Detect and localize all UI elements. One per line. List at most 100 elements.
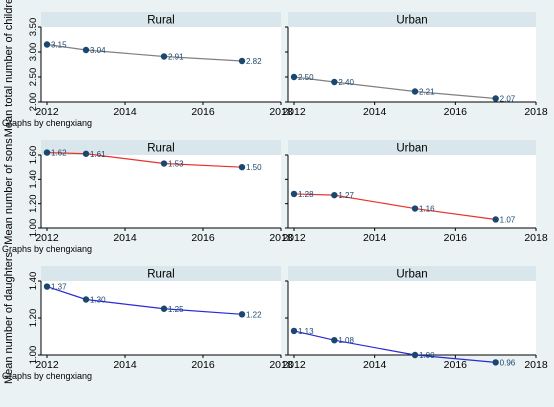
plot-area — [41, 155, 281, 228]
plot-area — [288, 27, 536, 102]
panel-title: Rural — [147, 269, 174, 281]
data-point — [411, 88, 419, 95]
y-tick-label: 2.50 — [28, 68, 39, 87]
data-point — [160, 53, 168, 60]
data-point — [331, 191, 338, 199]
data-label: 3.15 — [51, 41, 67, 50]
x-tick-label: 2016 — [444, 232, 468, 244]
panel-title: Urban — [396, 15, 427, 27]
data-label: 2.40 — [338, 78, 354, 87]
plot-area — [288, 155, 536, 228]
data-label: 2.82 — [246, 57, 262, 66]
data-label: 1.00 — [419, 351, 435, 360]
series-line — [293, 193, 496, 221]
y-tick-label: 1.20 — [28, 194, 39, 213]
data-point — [411, 205, 419, 212]
y-tick-label: 1.00 — [28, 346, 39, 365]
plot-area — [41, 27, 281, 102]
data-point — [492, 216, 499, 223]
graph-note: Graphs by chengxiang — [2, 118, 92, 128]
data-point — [82, 150, 90, 157]
data-label: 0.96 — [500, 358, 516, 367]
x-tick-label: 2014 — [113, 359, 137, 371]
data-point — [43, 149, 51, 156]
data-label: 1.53 — [168, 160, 184, 169]
data-point — [238, 57, 246, 65]
data-point — [238, 163, 246, 171]
data-label: 2.91 — [168, 53, 184, 62]
panel-header-rural — [41, 266, 281, 281]
data-point — [43, 41, 51, 48]
panel-header-rural — [41, 12, 281, 27]
data-point — [160, 305, 168, 312]
x-tick-label: 2018 — [524, 106, 548, 118]
x-tick-label: 2014 — [363, 359, 387, 371]
data-point — [492, 359, 499, 366]
series-line — [293, 76, 496, 100]
data-point — [290, 73, 298, 81]
data-label: 1.61 — [90, 150, 106, 159]
x-tick-label: 2012 — [282, 359, 306, 371]
data-point — [238, 311, 246, 318]
data-point — [411, 351, 419, 359]
x-tick-label: 2012 — [35, 106, 59, 118]
x-tick-label: 2018 — [524, 232, 548, 244]
x-tick-label: 2016 — [191, 359, 215, 371]
data-label: 1.13 — [298, 327, 314, 336]
x-tick-label: 2016 — [191, 232, 215, 244]
data-label: 1.27 — [338, 191, 354, 200]
data-label: 2.50 — [298, 73, 314, 82]
data-label: 1.22 — [246, 310, 262, 319]
y-tick-label: 1.40 — [28, 272, 39, 291]
panel-title: Urban — [396, 143, 427, 155]
data-point — [43, 283, 51, 290]
x-tick-label: 2012 — [35, 232, 59, 244]
plot-area — [41, 281, 281, 355]
y-tick-label: 1.60 — [28, 146, 39, 165]
y-axis-title: Mean number of daughters — [3, 251, 15, 384]
y-tick-label: 1.00 — [28, 219, 39, 238]
data-point — [82, 46, 90, 54]
series-line — [46, 285, 243, 315]
x-tick-label: 2014 — [363, 232, 387, 244]
panel-title: Rural — [147, 143, 174, 155]
series-line — [293, 330, 496, 363]
x-tick-label: 2016 — [444, 359, 468, 371]
data-point — [331, 337, 338, 344]
x-tick-label: 2016 — [444, 106, 468, 118]
data-label: 1.25 — [168, 305, 184, 314]
data-point — [160, 160, 168, 167]
data-point — [331, 78, 338, 86]
x-tick-label: 2018 — [524, 359, 548, 371]
data-point — [290, 327, 298, 335]
panel-title: Rural — [147, 15, 174, 27]
data-label: 1.08 — [338, 336, 354, 345]
graph-note: Graphs by chengxiang — [2, 244, 92, 254]
x-tick-label: 2018 — [269, 232, 293, 244]
data-label: 1.07 — [500, 215, 516, 224]
data-point — [290, 190, 298, 198]
data-label: 1.37 — [51, 283, 67, 292]
data-label: 1.62 — [51, 149, 67, 158]
x-tick-label: 2012 — [282, 106, 306, 118]
y-tick-label: 2.00 — [28, 93, 39, 112]
y-tick-label: 3.00 — [28, 43, 39, 62]
panel-header-urban — [288, 140, 536, 155]
y-tick-label: 1.40 — [28, 170, 39, 189]
panel-header-rural — [41, 140, 281, 155]
panel-title: Urban — [396, 269, 427, 281]
x-tick-label: 2012 — [35, 359, 59, 371]
data-label: 1.28 — [298, 190, 314, 199]
x-tick-label: 2014 — [113, 232, 137, 244]
data-point — [82, 296, 90, 303]
y-tick-label: 1.20 — [28, 309, 39, 328]
y-axis-title: Mean total number of children — [3, 0, 15, 137]
panel-header-urban — [288, 266, 536, 281]
x-tick-label: 2014 — [113, 106, 137, 118]
data-label: 3.04 — [90, 46, 106, 55]
data-label: 2.21 — [419, 88, 435, 97]
data-point — [492, 95, 499, 102]
x-tick-label: 2012 — [282, 232, 306, 244]
